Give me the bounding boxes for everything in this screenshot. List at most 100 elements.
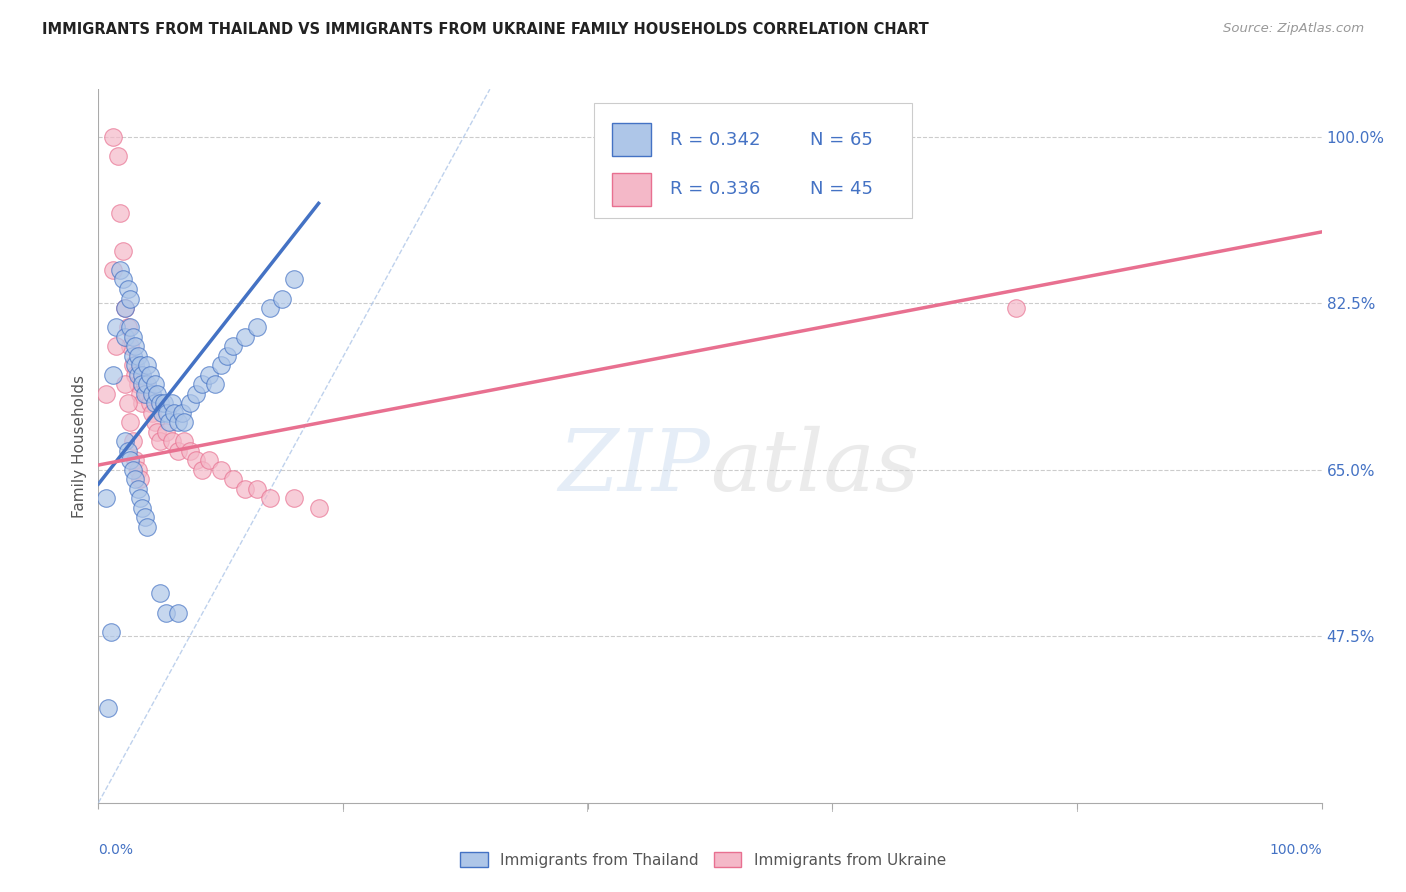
Point — [191, 377, 214, 392]
Point — [120, 292, 142, 306]
Point — [121, 358, 143, 372]
Point — [111, 272, 134, 286]
Point — [163, 406, 186, 420]
Point — [127, 463, 149, 477]
Point — [117, 320, 139, 334]
Point — [131, 377, 153, 392]
Point — [233, 482, 256, 496]
Point — [97, 700, 120, 714]
Point — [186, 453, 208, 467]
Point — [167, 606, 190, 620]
Point — [209, 463, 232, 477]
Point — [114, 329, 136, 343]
Point — [179, 443, 201, 458]
Point — [136, 520, 159, 534]
Point — [136, 358, 159, 372]
Text: |: | — [342, 803, 344, 812]
Point — [117, 396, 139, 410]
Point — [209, 358, 232, 372]
Text: N = 65: N = 65 — [810, 130, 873, 148]
Point — [167, 443, 190, 458]
Point — [204, 377, 226, 392]
Point — [114, 301, 136, 315]
Point — [141, 386, 163, 401]
Point — [173, 415, 195, 429]
Point — [120, 320, 142, 334]
Point — [233, 329, 256, 343]
Point — [101, 129, 124, 144]
Point — [143, 415, 166, 429]
Point — [110, 206, 132, 220]
Point — [149, 396, 172, 410]
Text: |: | — [1076, 803, 1078, 812]
Point — [308, 500, 330, 515]
Point — [101, 263, 124, 277]
Point — [114, 434, 136, 449]
Point — [246, 320, 269, 334]
Point — [141, 406, 163, 420]
Point — [259, 491, 281, 506]
Point — [153, 396, 176, 410]
Point — [124, 339, 146, 353]
Point — [101, 368, 124, 382]
Point — [124, 368, 146, 382]
Text: N = 45: N = 45 — [810, 180, 873, 198]
Point — [146, 425, 169, 439]
Point — [117, 443, 139, 458]
Point — [124, 358, 146, 372]
Point — [283, 272, 305, 286]
Text: 100.0%: 100.0% — [1270, 843, 1322, 857]
Point — [246, 482, 269, 496]
Text: |: | — [831, 803, 834, 812]
Point — [104, 339, 127, 353]
Point — [129, 491, 152, 506]
Point — [160, 396, 183, 410]
Point — [160, 434, 183, 449]
Point — [259, 301, 281, 315]
Point — [110, 263, 132, 277]
Text: 0.0%: 0.0% — [98, 843, 134, 857]
Point — [124, 472, 146, 486]
Point — [131, 396, 153, 410]
Point — [127, 482, 149, 496]
Point — [186, 386, 208, 401]
Point — [143, 396, 166, 410]
Point — [129, 386, 152, 401]
Point — [146, 386, 169, 401]
Point — [94, 386, 117, 401]
Point — [120, 415, 142, 429]
Bar — [612, 173, 651, 205]
Point — [134, 377, 156, 392]
Point — [111, 244, 134, 258]
Y-axis label: Family Households: Family Households — [72, 375, 87, 517]
Point — [114, 301, 136, 315]
Point — [157, 415, 180, 429]
Legend: Immigrants from Thailand, Immigrants from Ukraine: Immigrants from Thailand, Immigrants fro… — [453, 844, 953, 875]
Point — [173, 434, 195, 449]
Point — [120, 453, 142, 467]
Point — [197, 453, 219, 467]
Text: R = 0.342: R = 0.342 — [669, 130, 761, 148]
Text: IMMIGRANTS FROM THAILAND VS IMMIGRANTS FROM UKRAINE FAMILY HOUSEHOLDS CORRELATIO: IMMIGRANTS FROM THAILAND VS IMMIGRANTS F… — [42, 22, 929, 37]
Point — [222, 472, 245, 486]
Point — [136, 386, 159, 401]
Point — [127, 377, 149, 392]
Point — [107, 149, 129, 163]
Point — [121, 434, 143, 449]
Point — [104, 320, 127, 334]
Bar — [612, 123, 651, 155]
Point — [121, 463, 143, 477]
Point — [222, 339, 245, 353]
Point — [127, 349, 149, 363]
Point — [129, 358, 152, 372]
Text: R = 0.336: R = 0.336 — [669, 180, 761, 198]
FancyBboxPatch shape — [593, 103, 912, 218]
Text: atlas: atlas — [710, 426, 920, 508]
Point — [94, 491, 117, 506]
Point — [149, 586, 172, 600]
Point — [121, 329, 143, 343]
Point — [139, 396, 162, 410]
Point — [124, 453, 146, 467]
Point — [155, 606, 177, 620]
Point — [170, 406, 193, 420]
